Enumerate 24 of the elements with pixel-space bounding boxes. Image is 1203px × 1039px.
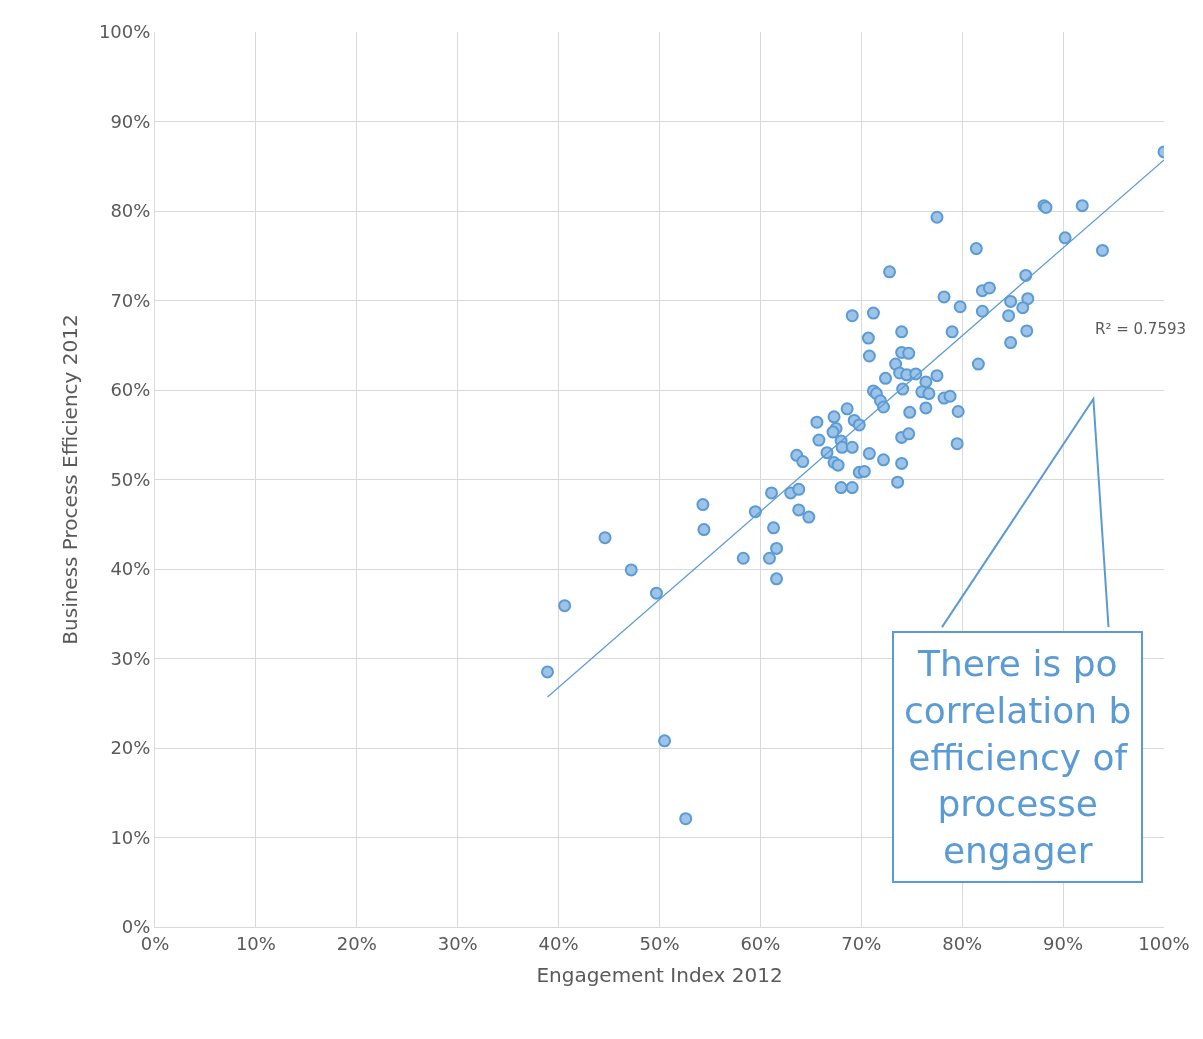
y-tick-label: 60% <box>110 379 151 401</box>
x-tick-label: 80% <box>942 932 983 954</box>
x-tick-label: 30% <box>437 932 478 954</box>
x-tick-label: 50% <box>639 932 680 954</box>
x-tick-label: 90% <box>1043 932 1084 954</box>
annotation: There is po correlation b efficiency of processe engager <box>904 643 1132 872</box>
y-tick-label: 80% <box>110 200 151 222</box>
y-tick-label: 70% <box>110 289 151 311</box>
x-tick-label: 40% <box>538 932 579 954</box>
y-tick-label: 50% <box>110 468 151 490</box>
y-tick-label: 20% <box>110 737 151 759</box>
x-tick-label: 20% <box>336 932 377 954</box>
y-axis-title: Business Process Efficiency 2012 <box>58 314 83 645</box>
x-tick-label: 70% <box>841 932 882 954</box>
y-tick-label: 30% <box>110 647 151 669</box>
annotation: R² = 0.7593 <box>1095 320 1187 338</box>
y-tick-label: 10% <box>110 826 151 848</box>
x-axis-title: Engagement Index 2012 <box>536 963 783 988</box>
x-tick-label: 60% <box>740 932 781 954</box>
x-tick-label: 100% <box>1138 932 1190 954</box>
y-tick-label: 100% <box>98 21 151 43</box>
x-tick-label: 10% <box>235 932 276 954</box>
y-tick-label: 90% <box>110 110 151 132</box>
y-tick-label: 40% <box>110 558 151 580</box>
